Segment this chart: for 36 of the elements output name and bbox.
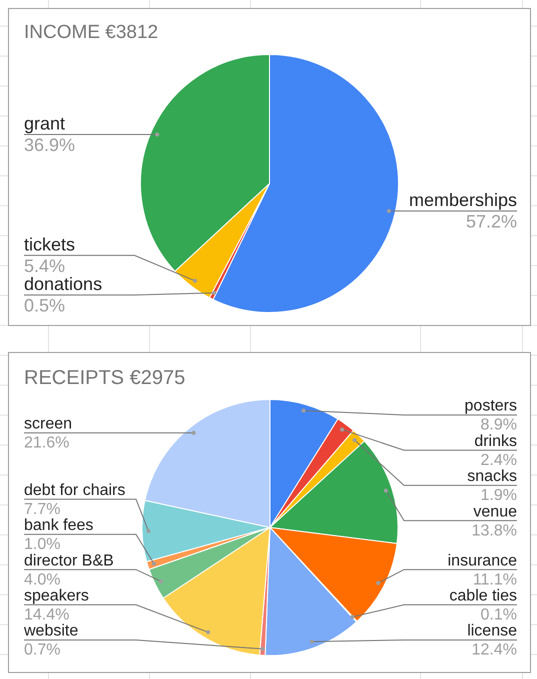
chart-title: INCOME €3812 [24, 22, 158, 43]
slice-label: screen [24, 416, 72, 433]
data-label: 0.1% [480, 606, 517, 624]
slice-label: debt for chairs [24, 482, 126, 499]
slice-label: memberships [408, 190, 517, 210]
data-label: 21.6% [24, 434, 70, 452]
data-label: 7.7% [24, 500, 60, 518]
data-label: 36.9% [24, 135, 76, 156]
slice-label: snacks [467, 468, 517, 486]
slice-label: venue [473, 503, 518, 520]
slice-label: website [23, 622, 78, 640]
data-label: 5.4% [24, 256, 66, 276]
data-label: 2.4% [480, 452, 517, 469]
slice-label: drinks [474, 432, 517, 450]
slice-label: cable ties [449, 587, 517, 604]
slice-label: speakers [24, 587, 89, 604]
slice-label: tickets [24, 234, 76, 255]
data-label: 8.9% [480, 416, 517, 434]
slice-label: bank fees [24, 517, 94, 534]
data-label: 0.7% [24, 642, 60, 659]
slice-label: grant [24, 114, 66, 134]
slice-label: director B&B [24, 552, 114, 570]
data-label: 11.1% [472, 571, 517, 588]
data-label: 57.2% [466, 212, 517, 232]
slice-label: license [467, 622, 518, 640]
slice-label: posters [464, 398, 517, 415]
data-label: 0.5% [24, 296, 66, 316]
data-label: 13.8% [472, 522, 517, 540]
data-label: 4.0% [24, 571, 60, 588]
data-label: 1.0% [24, 536, 60, 554]
data-label: 14.4% [24, 606, 70, 624]
slice-label: insurance [448, 552, 518, 570]
slice-label: donations [24, 274, 102, 294]
chart-title: RECEIPTS €2975 [24, 367, 186, 389]
data-label: 12.4% [472, 642, 517, 659]
data-label: 1.9% [480, 487, 517, 504]
